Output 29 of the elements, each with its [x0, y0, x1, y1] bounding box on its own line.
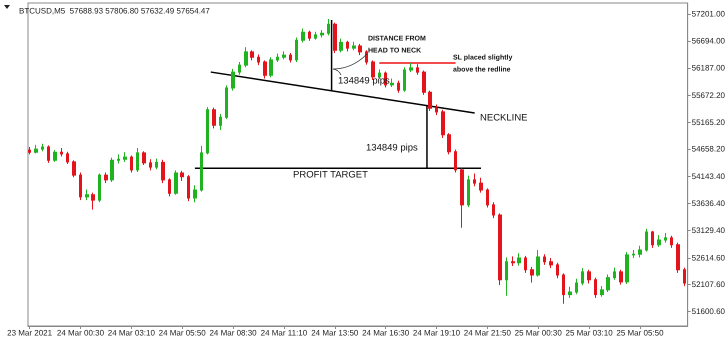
- x-tick-label: 23 Mar 2021: [7, 328, 53, 338]
- y-tick-label: 51600.60: [692, 307, 726, 316]
- x-tick-label: 24 Mar 21:50: [464, 328, 512, 338]
- x-tick-label: 24 Mar 05:50: [158, 328, 206, 338]
- y-tick-label: 57201.00: [692, 10, 726, 19]
- y-tick-label: 55672.20: [692, 90, 726, 100]
- x-tick-label: 25 Mar 05:50: [616, 328, 664, 338]
- y-tick-label: 52107.60: [692, 280, 726, 290]
- x-tick-label: 24 Mar 03:10: [108, 328, 156, 338]
- y-tick-label: 53636.40: [692, 198, 726, 208]
- y-tick-label: 52614.60: [692, 253, 726, 262]
- annotation: PROFIT TARGET: [293, 170, 368, 180]
- y-tick-label: 56694.00: [692, 36, 726, 46]
- x-tick-label: 24 Mar 08:30: [209, 328, 258, 338]
- chart-title: BTCUSD,M5 57688.93 57806.80 57632.49 57654.47: [19, 6, 210, 16]
- x-tick-label: 24 Mar 11:10: [260, 328, 308, 338]
- y-tick-label: 54658.20: [692, 144, 726, 154]
- x-tick-label: 25 Mar 00:30: [514, 328, 562, 338]
- x-tick-label: 24 Mar 13:50: [311, 328, 359, 338]
- x-tick-label: 24 Mar 00:30: [56, 328, 105, 338]
- annotation: NECKLINE: [480, 112, 528, 124]
- x-tick-label: 24 Mar 16:30: [362, 328, 410, 338]
- y-tick-label: 55165.20: [692, 118, 726, 127]
- x-tick-label: 25 Mar 03:10: [566, 328, 614, 338]
- y-tick-label: 54143.40: [692, 172, 726, 182]
- y-tick-label: 53129.40: [692, 226, 726, 235]
- annotation: 134849 pips: [366, 142, 418, 154]
- x-tick-label: 24 Mar 19:10: [412, 328, 461, 338]
- y-tick-label: 56187.00: [692, 63, 726, 72]
